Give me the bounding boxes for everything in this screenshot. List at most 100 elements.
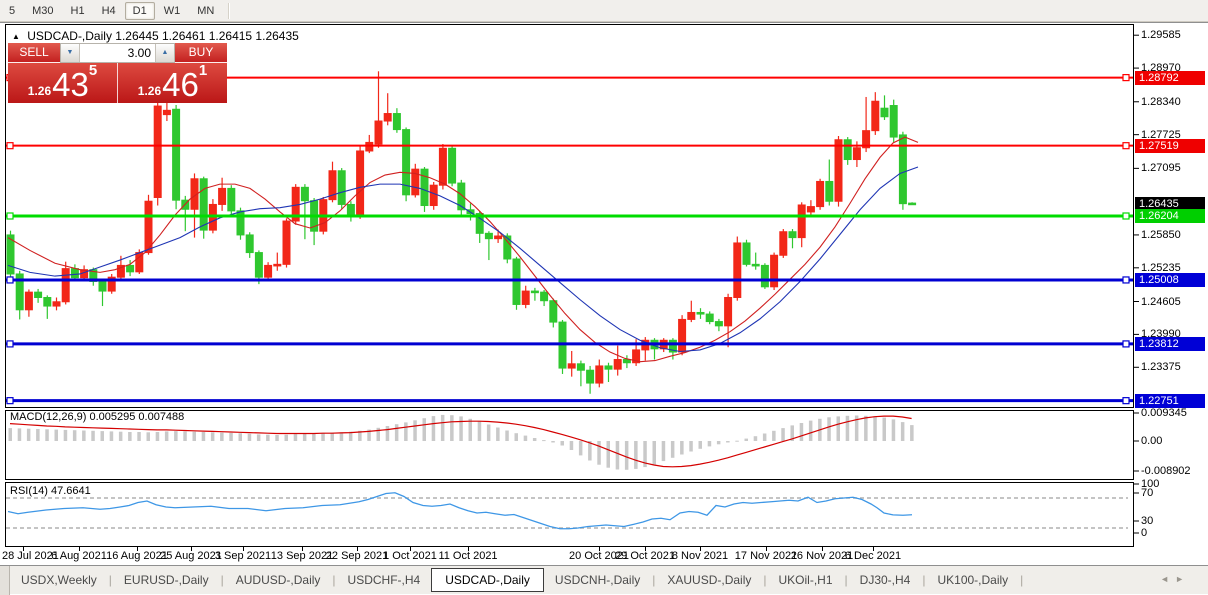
date-axis-label: 6 Aug 2021 — [51, 550, 107, 562]
sell-button[interactable]: SELL — [8, 43, 60, 63]
price-badge-1.26435: 1.26435 — [1135, 196, 1205, 211]
candle-body — [687, 311, 696, 320]
price-badge-1.25008: 1.25008 — [1135, 272, 1205, 287]
candle-body — [34, 291, 43, 298]
chart-tab-uk100[interactable]: UK100-,Daily — [937, 573, 1009, 587]
timeframe-button-mn[interactable]: MN — [197, 4, 215, 17]
candle-body — [908, 202, 917, 206]
chart-tab-usdcnh[interactable]: USDCNH-,Daily — [554, 573, 641, 587]
candle-body — [852, 147, 861, 161]
date-axis-label: 20 Oct 2021 — [569, 550, 629, 562]
macd-histogram-bar — [624, 441, 629, 470]
macd-histogram-bar — [588, 441, 592, 461]
candle-body — [595, 365, 604, 384]
timeframe-button-5[interactable]: 5 — [9, 4, 16, 17]
candle-body — [567, 363, 576, 369]
macd-axis-label: -0.008902 — [1141, 465, 1191, 477]
chart-tab-ukoil[interactable]: UKOil-,H1 — [778, 573, 833, 587]
chart-tab-xauusd[interactable]: XAUUSD-,Daily — [667, 573, 752, 587]
price-chart-canvas[interactable] — [0, 23, 1208, 566]
tabs-scroll-left-icon[interactable]: ◄ — [1160, 574, 1176, 584]
sell-price-point: 5 — [88, 62, 98, 79]
price-axis-label: 1.25235 — [1141, 261, 1181, 274]
candle-body — [586, 369, 595, 384]
candle-body — [788, 231, 797, 239]
timeframe-button-h1[interactable]: H1 — [70, 4, 85, 17]
tabs-scroll-right-icon[interactable]: ► — [1175, 574, 1190, 584]
macd-histogram-bar — [54, 429, 58, 441]
macd-histogram-bar — [882, 417, 886, 441]
macd-histogram-bar — [597, 441, 601, 465]
price-axis-label: 1.29585 — [1141, 29, 1181, 42]
chart-window: ▲ USDCAD-,Daily 1.26445 1.26461 1.26415 … — [0, 22, 1208, 565]
candle-body — [144, 200, 153, 254]
level-line-handle — [1122, 212, 1130, 220]
macd-histogram-bar — [505, 430, 509, 441]
chart-tab-usdchf[interactable]: USDCHF-,H4 — [347, 573, 421, 587]
candle-body — [503, 235, 512, 260]
candle-body — [512, 258, 521, 305]
macd-histogram-bar — [689, 441, 693, 452]
candle-body — [862, 130, 871, 149]
rsi-axis-label: 100 — [1141, 478, 1160, 490]
macd-histogram-bar — [735, 440, 739, 442]
price-badge-1.26204: 1.26204 — [1135, 209, 1205, 223]
sell-price-display[interactable]: 1.26 43 5 — [8, 63, 118, 103]
macd-histogram-bar — [164, 431, 169, 441]
chart-tab-audusd[interactable]: AUDUSD-,Daily — [235, 573, 321, 587]
candle-body — [429, 184, 438, 207]
candle-body — [779, 231, 788, 256]
macd-histogram-bar — [551, 441, 555, 443]
candle-body — [604, 365, 613, 370]
candle-body — [632, 349, 641, 364]
macd-histogram-bar — [256, 434, 261, 441]
macd-histogram-bar — [293, 434, 298, 441]
price-badge-1.27519: 1.27519 — [1135, 138, 1205, 153]
volume-decrease-icon[interactable]: ▼ — [61, 44, 80, 62]
rsi-line — [7, 492, 913, 530]
candle-body — [696, 311, 705, 315]
macd-histogram-bar — [772, 430, 776, 441]
buy-price-display[interactable]: 1.26 46 1 — [118, 63, 227, 103]
chart-tab-usdx[interactable]: USDX,Weekly — [21, 573, 97, 587]
timeframe-button-m30[interactable]: M30 — [32, 4, 54, 17]
candle-body — [116, 264, 125, 278]
tab-separator: | — [108, 573, 112, 587]
candle-body — [457, 182, 466, 211]
candle-body — [411, 168, 420, 196]
candle-body — [172, 108, 181, 201]
timeframe-toolbar: 5 M30 H1 H4 D1 W1 MN — [0, 0, 1208, 22]
chart-symbol-label: USDCAD-,Daily — [27, 29, 112, 43]
price-badge-1.22751: 1.22751 — [1135, 393, 1205, 408]
chart-tab-dj30[interactable]: DJ30-,H4 — [859, 573, 911, 587]
timeframe-button-w1[interactable]: W1 — [163, 4, 181, 17]
timeframe-button-d1[interactable]: D1 — [124, 1, 155, 20]
tab-separator: | — [220, 573, 224, 587]
volume-increase-icon[interactable]: ▲ — [155, 44, 174, 62]
date-axis-label: 26 Nov 2021 — [790, 550, 854, 562]
candle-body — [254, 252, 263, 278]
macd-histogram-bar — [17, 428, 22, 441]
buy-button[interactable]: BUY — [175, 43, 227, 63]
collapse-panel-icon[interactable]: ▲ — [12, 32, 20, 41]
macd-histogram-bar — [716, 441, 721, 445]
macd-histogram-bar — [643, 441, 647, 468]
timeframe-button-h4[interactable]: H4 — [101, 4, 116, 17]
macd-histogram-bar — [523, 435, 528, 441]
macd-histogram-bar — [91, 430, 95, 441]
macd-histogram-bar — [321, 432, 325, 441]
price-axis-label: 1.25850 — [1141, 228, 1181, 241]
candle-body — [613, 359, 622, 370]
macd-histogram-bar — [63, 429, 68, 441]
macd-histogram-bar — [330, 432, 334, 441]
candle-body — [245, 234, 254, 254]
volume-input[interactable] — [80, 44, 155, 62]
chart-tab-eurusd[interactable]: EURUSD-,Daily — [123, 573, 209, 587]
macd-histogram-bar — [799, 423, 804, 441]
macd-histogram-bar — [201, 432, 206, 441]
candle-body — [236, 210, 245, 236]
chart-tab-usdcad[interactable]: USDCAD-,Daily — [431, 568, 544, 592]
candle-body — [98, 280, 107, 292]
candle-body — [52, 301, 61, 307]
macd-histogram-bar — [376, 427, 380, 441]
